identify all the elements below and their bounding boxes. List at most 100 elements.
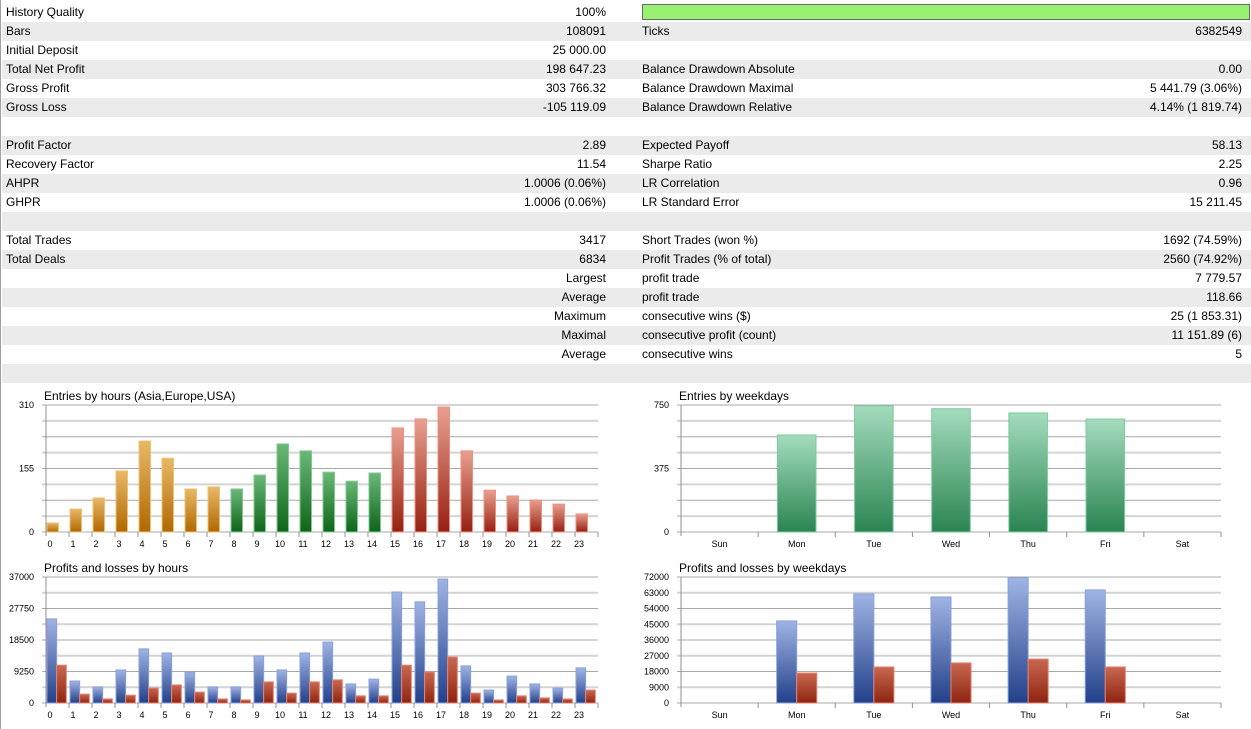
- bar-entries-19: [483, 489, 496, 533]
- x-tick-label: 19: [482, 539, 492, 549]
- x-tick-label: Fri: [1100, 710, 1111, 720]
- stat-label: Recovery Factor: [6, 157, 95, 171]
- y-tick-label: 155: [19, 464, 34, 474]
- y-tick-label: 9000: [649, 682, 669, 692]
- stat-value: 4.14% (1 819.74): [1149, 100, 1242, 114]
- x-tick-label: 21: [528, 539, 538, 549]
- x-tick-label: 6: [185, 539, 190, 549]
- bar-profits-1: [69, 680, 81, 704]
- x-tick-label: Sun: [712, 539, 728, 549]
- x-tick-label: 20: [505, 539, 515, 549]
- x-tick-label: Wed: [942, 539, 960, 549]
- bar-losses-10: [286, 692, 297, 704]
- stats-row: Total Trades 3417 Short Trades (won %) 1692…: [2, 231, 1251, 250]
- bar-profits-22: [552, 687, 564, 704]
- stat-label: Profit Trades (% of total): [642, 252, 772, 266]
- stat-value: 25 000.00: [552, 43, 606, 57]
- bar-entries-Tue: [854, 405, 894, 533]
- x-tick-label: 8: [231, 539, 236, 549]
- x-tick-label: 16: [413, 539, 423, 549]
- stat-value: 11 151.89 (6): [1171, 328, 1243, 342]
- bar-profits-17: [437, 578, 449, 704]
- y-tick-label: 0: [29, 698, 34, 708]
- chart-1: Entries by weekdays 750 375 0 Sun Mon Tue Wed Th…: [654, 389, 1222, 549]
- bar-profits-13: [345, 683, 357, 704]
- bar-profits-2: [92, 686, 104, 704]
- stats-row: Largest profit trade 7 779.57: [2, 269, 1251, 288]
- y-tick-label: 750: [654, 400, 669, 410]
- stat-value: 5 441.79 (3.06%): [1149, 81, 1242, 95]
- bar-entries-18: [460, 450, 473, 533]
- bar-profits-Wed: [930, 596, 952, 704]
- bar-entries-Thu: [1008, 412, 1048, 533]
- stats-row: Profit Factor 2.89 Expected Payoff 58.13: [2, 136, 1251, 155]
- stat-label: LR Correlation: [642, 176, 720, 190]
- stats-row: Maximal consecutive profit (count) 11 151.…: [2, 326, 1251, 345]
- bar-losses-5: [171, 684, 182, 704]
- x-tick-label: 5: [162, 539, 167, 549]
- y-tick-label: 375: [654, 464, 669, 474]
- bar-entries-5: [161, 457, 174, 533]
- stat-value: 0.96: [1218, 176, 1242, 190]
- bar-losses-Fri: [1104, 666, 1126, 704]
- stats-row: Total Deals 6834 Profit Trades (% of total…: [2, 250, 1251, 269]
- bar-entries-4: [138, 440, 151, 533]
- stat-value: 303 766.32: [545, 81, 606, 95]
- stat-value: 11.54: [576, 157, 606, 171]
- x-tick-label: 11: [298, 710, 307, 720]
- stats-row: [2, 364, 1251, 383]
- stat-value: 0.00: [1218, 62, 1242, 76]
- bar-entries-Wed: [931, 408, 971, 533]
- bar-profits-15: [391, 591, 403, 704]
- bar-losses-0: [56, 664, 67, 704]
- chart-title: Profits and losses by hours: [44, 561, 188, 575]
- bar-losses-2: [102, 698, 113, 704]
- stats-row: Initial Deposit 25 000.00: [2, 41, 1251, 60]
- bar-losses-1: [79, 693, 90, 704]
- x-tick-label: Wed: [942, 710, 960, 720]
- y-tick-label: 18000: [644, 667, 669, 677]
- stat-value: 118.66: [1206, 290, 1242, 304]
- stat-value: 2.89: [582, 138, 606, 152]
- bar-losses-20: [516, 695, 527, 704]
- y-tick-label: 0: [664, 698, 669, 708]
- stat-value: 15 211.45: [1189, 195, 1243, 209]
- x-tick-label: 20: [505, 710, 515, 720]
- stats-row: Total Net Profit 198 647.23 Balance Drawdo…: [2, 60, 1251, 79]
- x-tick-label: Fri: [1100, 539, 1111, 549]
- stat-label: profit trade: [642, 271, 700, 285]
- x-tick-label: 10: [275, 710, 285, 720]
- stats-row: Maximum consecutive wins ($) 25 (1 853.31): [2, 307, 1251, 326]
- stat-label: Bars: [6, 24, 31, 38]
- x-tick-label: 17: [436, 539, 446, 549]
- x-tick-label: 23: [574, 710, 584, 720]
- stat-label: AHPR: [6, 176, 40, 190]
- bar-entries-0: [46, 522, 59, 533]
- bar-entries-8: [230, 488, 243, 533]
- bar-profits-11: [299, 652, 311, 704]
- bar-losses-12: [332, 679, 343, 704]
- y-tick-label: 0: [664, 527, 669, 537]
- bar-entries-16: [414, 418, 427, 533]
- stats-row: Gross Profit 303 766.32 Balance Drawdown M…: [2, 79, 1251, 98]
- x-tick-label: 2: [93, 539, 98, 549]
- stat-value: 3417: [579, 233, 606, 247]
- bar-profits-19: [483, 689, 495, 704]
- bar-entries-10: [276, 443, 289, 533]
- stat-value: 108091: [565, 24, 606, 38]
- x-tick-label: 15: [390, 710, 400, 720]
- bar-entries-14: [368, 472, 381, 533]
- bar-entries-6: [184, 488, 197, 533]
- x-tick-label: 2: [93, 710, 98, 720]
- stat-value: 7 779.57: [1195, 271, 1242, 285]
- bar-losses-7: [217, 698, 228, 704]
- bar-losses-9: [263, 681, 274, 704]
- stat-value: 100%: [575, 5, 606, 19]
- x-tick-label: 8: [231, 710, 236, 720]
- x-tick-label: 4: [139, 539, 144, 549]
- bar-losses-19: [493, 699, 504, 704]
- bar-losses-15: [401, 664, 412, 704]
- bar-entries-23: [575, 513, 588, 533]
- x-tick-label: 13: [344, 539, 354, 549]
